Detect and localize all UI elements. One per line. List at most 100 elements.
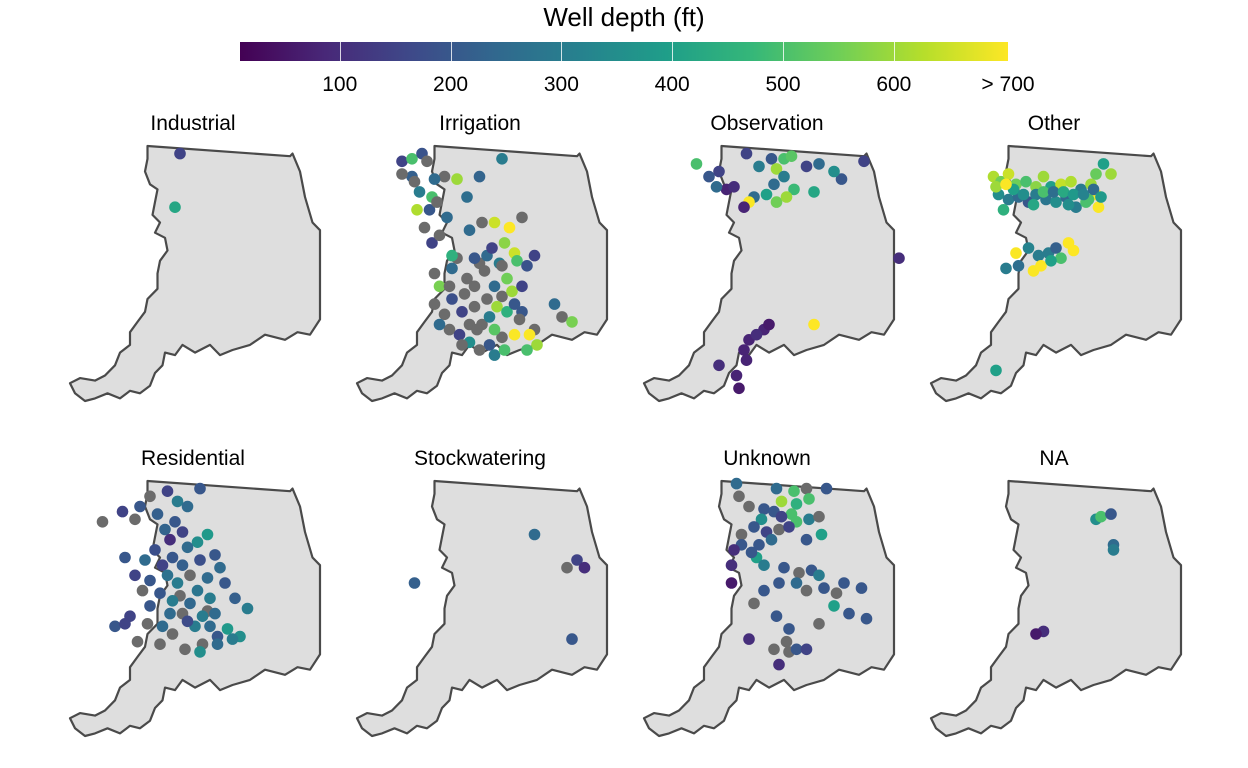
well-point [151, 508, 164, 520]
well-point [511, 255, 523, 267]
well-point [438, 170, 451, 183]
well-point [456, 306, 468, 318]
colorbar-tick-mark [672, 42, 674, 61]
well-point [1000, 178, 1012, 191]
well-point [778, 170, 790, 183]
well-point [194, 554, 206, 566]
well-point [433, 280, 446, 293]
well-point [893, 252, 905, 264]
well-point [423, 204, 436, 216]
well-point [800, 160, 813, 173]
well-point [1097, 158, 1110, 170]
well-point [775, 495, 788, 508]
well-point [778, 561, 790, 574]
map-other [929, 144, 1183, 403]
well-point [788, 183, 800, 196]
well-point [149, 544, 161, 556]
well-point [1090, 168, 1102, 180]
well-point [780, 635, 793, 648]
well-point [760, 188, 773, 201]
well-point [171, 495, 184, 508]
panel-title-observation: Observation [710, 112, 824, 135]
well-point [1027, 198, 1040, 211]
well-point [181, 615, 194, 628]
well-point [765, 533, 778, 546]
panel-title-na: NA [1039, 447, 1069, 470]
map-residential [68, 479, 322, 738]
well-point [516, 211, 528, 224]
well-point [571, 554, 583, 566]
well-point [119, 551, 131, 564]
well-point [468, 280, 481, 293]
colorbar-tick-label: 400 [654, 73, 690, 96]
well-point [773, 577, 785, 589]
well-point [461, 191, 473, 203]
well-point [471, 323, 483, 336]
colorbar-tick-mark [783, 42, 785, 61]
well-point [793, 567, 805, 579]
well-point [516, 280, 528, 293]
well-point [790, 498, 803, 510]
well-point [1095, 510, 1107, 523]
well-point [1062, 198, 1075, 211]
well-point [860, 612, 873, 625]
well-point [503, 221, 516, 234]
well-point [496, 153, 508, 165]
facet-panel-irrigation: Irrigation [337, 112, 623, 432]
well-point [523, 328, 536, 341]
colorbar-tick-label: 600 [876, 73, 912, 96]
well-point [411, 204, 423, 216]
colorbar-tick-label: > 700 [981, 73, 1035, 96]
well-point [406, 153, 418, 165]
well-point [1022, 242, 1035, 254]
well-point [1105, 168, 1117, 180]
well-point [765, 153, 778, 165]
well-point [528, 528, 541, 541]
well-point [1035, 260, 1047, 272]
well-point [483, 311, 496, 323]
well-point [473, 170, 486, 183]
well-point [458, 288, 471, 300]
well-point [990, 181, 1002, 193]
facet-panel-unknown: Unknown [624, 447, 910, 767]
well-point [154, 638, 166, 650]
well-point [463, 224, 476, 236]
well-point [431, 196, 443, 208]
well-point [775, 510, 788, 523]
well-point [800, 533, 813, 546]
well-point [194, 646, 206, 658]
well-point [109, 620, 121, 633]
well-point [418, 221, 431, 234]
well-point [204, 620, 216, 633]
well-point [843, 607, 855, 620]
well-point [1012, 260, 1025, 272]
well-point [548, 298, 561, 310]
well-point [443, 280, 456, 293]
facet-panel-observation: Observation [624, 112, 910, 432]
well-point [144, 574, 156, 587]
colorbar-tick-mark [339, 42, 341, 61]
well-point [491, 300, 503, 313]
well-point [730, 477, 743, 490]
well-point [164, 607, 176, 620]
well-point [690, 158, 703, 170]
well-point [1050, 196, 1062, 208]
well-point [566, 633, 578, 645]
well-point [1037, 186, 1050, 198]
well-point [408, 175, 421, 188]
well-point [433, 229, 446, 242]
well-point [483, 339, 496, 351]
well-point [1050, 242, 1062, 254]
well-point [496, 290, 508, 303]
well-point [790, 577, 803, 589]
well-point [229, 592, 241, 605]
well-point [181, 541, 194, 554]
facet-panel-industrial: Industrial [50, 112, 336, 432]
well-point [501, 272, 513, 285]
map-observation [642, 144, 905, 403]
well-point [790, 643, 803, 656]
well-point [139, 554, 151, 566]
well-point [733, 490, 745, 503]
map-stockwatering [355, 479, 609, 738]
legend-title: Well depth (ft) [543, 2, 705, 32]
